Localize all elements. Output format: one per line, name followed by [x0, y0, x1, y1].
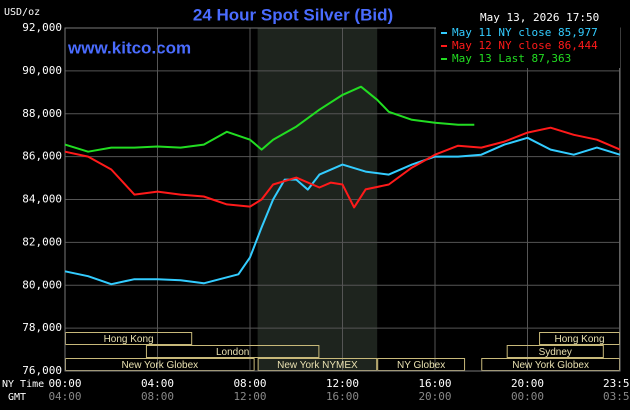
- y-tick-label: 88,000: [22, 107, 62, 120]
- series-line: [64, 85, 475, 153]
- x-tick-label: 00:00: [48, 377, 81, 390]
- y-tick-label: 86,000: [22, 150, 62, 163]
- y-tick-label: 82,000: [22, 235, 62, 248]
- session-label: Hong Kong: [555, 334, 605, 345]
- x-tick-label: 04:00: [141, 377, 174, 390]
- chart-title: 24 Hour Spot Silver (Bid): [193, 5, 393, 24]
- y-axis-label: USD/oz: [4, 7, 40, 18]
- x2-tick-label: 00:00: [511, 390, 544, 403]
- session-label: New York Globex: [121, 360, 198, 371]
- x2-tick-label: 04:00: [48, 390, 81, 403]
- x-tick-label: 23:59: [603, 377, 630, 390]
- x-tick-label: 16:00: [418, 377, 451, 390]
- x2-tick-label: 20:00: [418, 390, 451, 403]
- y-tick-label: 92,000: [22, 21, 62, 34]
- plot-frame: [64, 27, 621, 372]
- session-bar: [145, 345, 320, 358]
- session-label: Sydney: [539, 347, 572, 358]
- x-axis-label: NY Time: [2, 379, 44, 390]
- x2-tick-label: 16:00: [326, 390, 359, 403]
- series-line: [64, 126, 621, 209]
- y-tick-label: 84,000: [22, 193, 62, 206]
- legend-box: [436, 26, 620, 68]
- y-tick-label: 76,000: [22, 364, 62, 377]
- session-label: Hong Kong: [104, 334, 154, 345]
- y-tick-label: 90,000: [22, 64, 62, 77]
- x2-tick-label: 03:59: [603, 390, 630, 403]
- session-label: New York NYMEX: [277, 360, 358, 371]
- timestamp: May 13, 2026 17:50: [480, 11, 599, 24]
- legend-label: May 13 Last 87,363: [452, 52, 571, 65]
- y-tick-label: 78,000: [22, 321, 62, 334]
- x2-tick-label: 08:00: [141, 390, 174, 403]
- session-label: London: [216, 347, 249, 358]
- y-tick-label: 80,000: [22, 278, 62, 291]
- series-line: [64, 136, 621, 286]
- legend-label: May 11 NY close 85,977: [452, 26, 598, 39]
- x-tick-label: 20:00: [511, 377, 544, 390]
- legend-label: May 12 NY close 86,444: [452, 39, 598, 52]
- session-label: NY Globex: [397, 360, 445, 371]
- session-label: New York Globex: [512, 360, 589, 371]
- x-tick-label: 12:00: [326, 377, 359, 390]
- x-tick-label: 08:00: [233, 377, 266, 390]
- x2-axis-label: GMT: [8, 392, 26, 403]
- session-bar: [506, 345, 604, 358]
- x2-tick-label: 12:00: [233, 390, 266, 403]
- source: www.kitco.com: [67, 38, 191, 57]
